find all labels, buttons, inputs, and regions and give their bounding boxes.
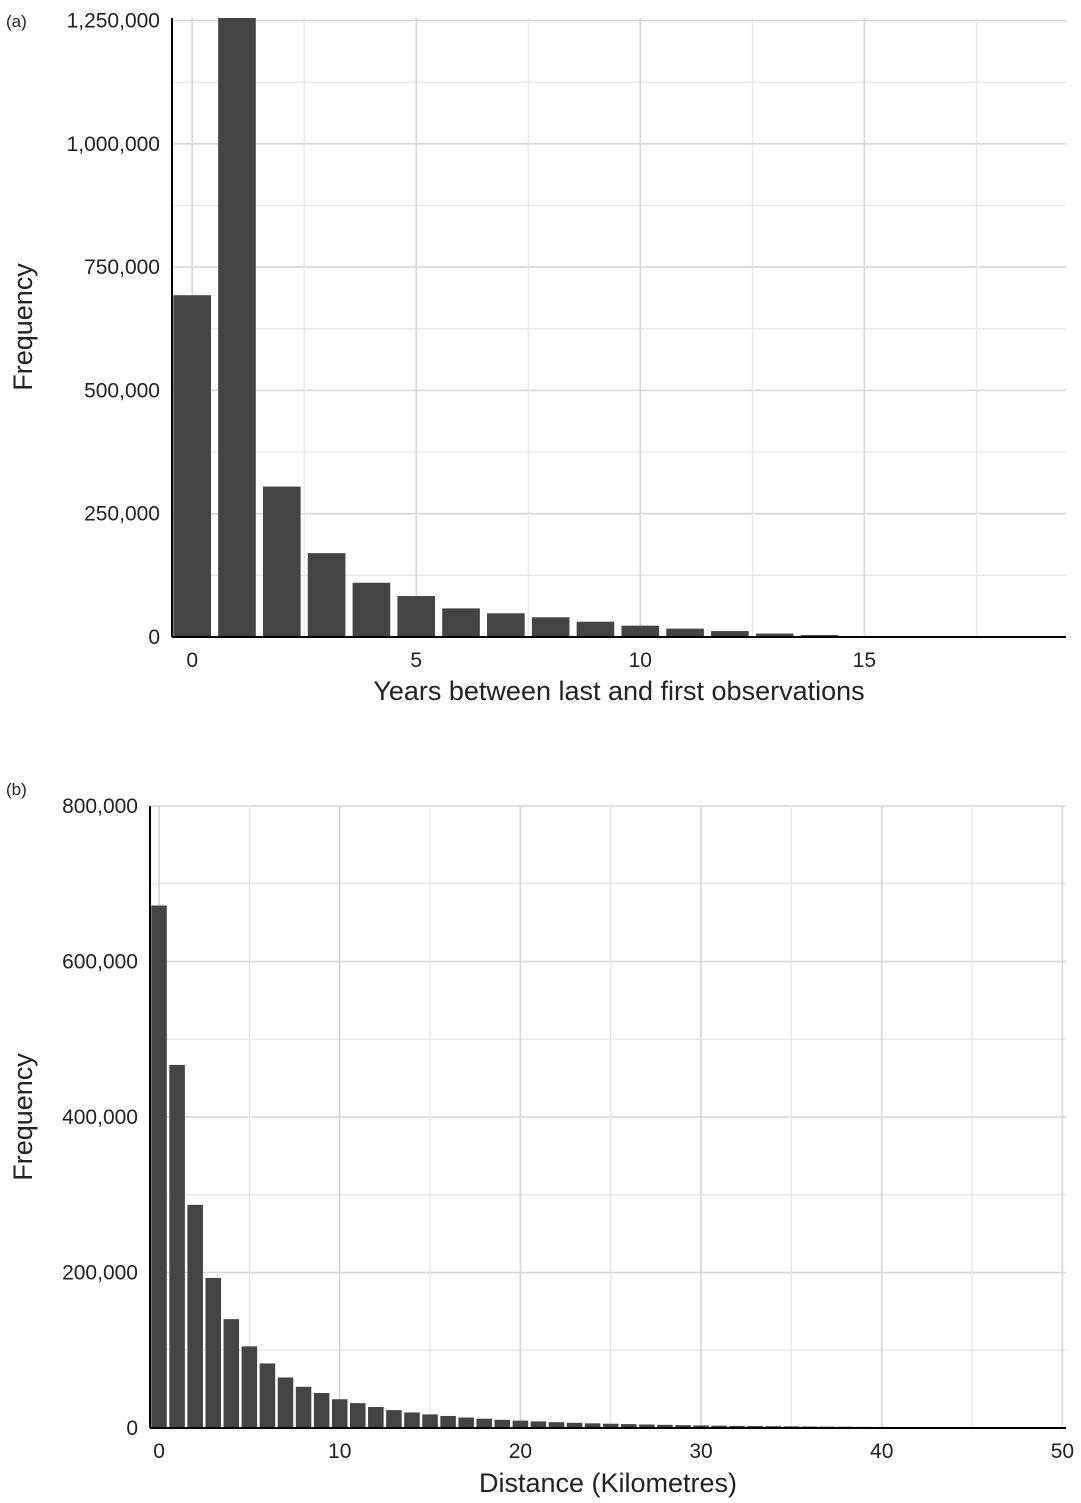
x-tick-label: 50: [1051, 1440, 1074, 1463]
panel-a-label: (a): [6, 12, 27, 31]
bar: [621, 1424, 637, 1428]
bar: [548, 1422, 565, 1428]
bar: [386, 1410, 402, 1428]
bar: [602, 1423, 619, 1428]
bar: [584, 1423, 601, 1428]
bar: [621, 625, 660, 637]
y-tick-label: 800,000: [62, 795, 138, 818]
x-tick-label: 0: [153, 1440, 165, 1463]
bar: [531, 617, 570, 637]
bar: [755, 633, 794, 637]
bar: [657, 1424, 673, 1428]
y-tick-label: 200,000: [62, 1262, 138, 1285]
panel-b-grid: [150, 805, 1066, 1429]
bar: [151, 905, 167, 1428]
bar: [205, 1277, 222, 1428]
bar: [218, 18, 256, 637]
bar: [368, 1407, 384, 1428]
y-tick-label: 1,000,000: [67, 133, 160, 156]
bar: [295, 1386, 312, 1428]
x-tick-label: 20: [509, 1440, 532, 1463]
panel-a-grid: [172, 18, 1066, 638]
panel-b-x-tick-labels: 0 10 20 30 40 50: [153, 1440, 1074, 1463]
y-tick-label: 400,000: [62, 1106, 138, 1129]
panel-b-x-axis-title: Distance (Kilometres): [479, 1468, 737, 1498]
bar: [187, 1204, 203, 1428]
y-tick-label: 0: [148, 626, 160, 649]
bar: [350, 1403, 366, 1428]
panel-a-x-axis-title: Years between last and first observation…: [373, 676, 864, 706]
bar: [729, 1425, 745, 1428]
panel-a: (a) 0 250,000 500,000 750,000 1,000,000 1,250…: [6, 9, 1066, 706]
x-tick-label: 15: [853, 649, 876, 672]
bar: [223, 1319, 240, 1428]
bar: [241, 1346, 258, 1428]
panel-b-y-tick-labels: 0 200,000 400,000 600,000 800,000: [62, 795, 138, 1440]
y-tick-label: 750,000: [84, 256, 160, 279]
x-tick-label: 30: [689, 1440, 712, 1463]
panel-a-x-tick-labels: 0 5 10 15: [186, 649, 876, 672]
panel-b: (b) 0 200,000 400,000 600,000 800,000 0 10 20 3…: [6, 780, 1074, 1498]
bar: [404, 1412, 420, 1428]
bar: [487, 613, 525, 637]
bar: [458, 1417, 474, 1428]
y-tick-label: 600,000: [62, 951, 138, 974]
bar: [277, 1377, 294, 1428]
bar: [693, 1425, 709, 1428]
bar: [675, 1425, 691, 1428]
bar: [331, 1399, 348, 1428]
panel-b-label: (b): [6, 780, 27, 799]
y-tick-label: 0: [126, 1417, 138, 1440]
bar: [494, 1419, 511, 1428]
x-tick-label: 40: [870, 1440, 893, 1463]
bar: [259, 1363, 276, 1428]
x-tick-label: 10: [629, 649, 652, 672]
bar: [313, 1393, 330, 1428]
bar: [666, 628, 704, 637]
bar: [307, 553, 346, 637]
panel-b-y-axis-title: Frequency: [8, 1053, 38, 1181]
bar: [639, 1424, 655, 1428]
bar: [169, 1064, 185, 1428]
bar: [476, 1418, 493, 1428]
bar: [397, 596, 436, 637]
bar: [711, 1425, 727, 1428]
panel-b-bars: [151, 905, 1053, 1428]
bar: [173, 295, 211, 637]
bar: [566, 1422, 583, 1428]
bar: [440, 1415, 456, 1428]
bar: [352, 582, 391, 637]
y-tick-label: 1,250,000: [67, 9, 160, 32]
x-tick-label: 0: [186, 649, 198, 672]
bar: [422, 1414, 438, 1428]
bar: [711, 631, 749, 637]
bar: [442, 608, 480, 637]
y-tick-label: 250,000: [84, 503, 160, 526]
panel-a-y-tick-labels: 0 250,000 500,000 750,000 1,000,000 1,250,000: [67, 9, 160, 649]
y-tick-label: 500,000: [84, 379, 160, 402]
panel-a-y-axis-title: Frequency: [8, 263, 38, 391]
bar: [262, 486, 301, 637]
bar: [512, 1420, 529, 1428]
bar: [576, 621, 615, 637]
x-tick-label: 5: [410, 649, 422, 672]
x-tick-label: 10: [328, 1440, 351, 1463]
panel-a-bars: [173, 18, 1018, 637]
bar: [530, 1421, 547, 1428]
